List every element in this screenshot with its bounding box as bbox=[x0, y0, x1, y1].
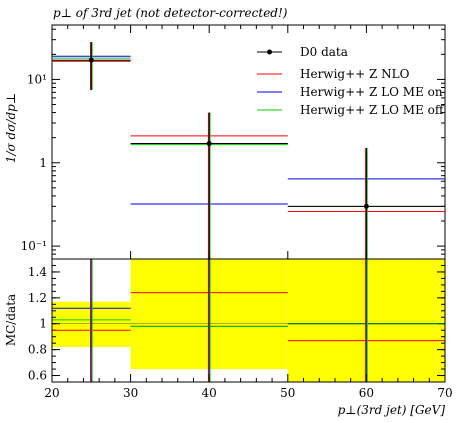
ratio-panel-frame bbox=[51, 258, 446, 383]
x-tick-label: 40 bbox=[202, 386, 217, 400]
main-data-point bbox=[206, 141, 212, 147]
x-axis-ticks: 20 30 40 50 60 70 bbox=[44, 25, 453, 400]
legend-label-herwig-lo-me-on: Herwig++ Z LO ME on bbox=[300, 85, 443, 99]
ratio-data-errors bbox=[90, 259, 368, 382]
x-tick-label: 30 bbox=[123, 386, 138, 400]
ratio-y-tick-label: 0.8 bbox=[28, 343, 47, 357]
main-y-tick-label: 1 bbox=[39, 156, 47, 170]
legend-label-d0-data: D0 data bbox=[300, 45, 348, 59]
main-data-point bbox=[363, 203, 369, 209]
main-y-tick-label: 10¹ bbox=[27, 72, 47, 86]
ratio-y-tick-label: 1 bbox=[39, 317, 47, 331]
x-tick-label: 60 bbox=[359, 386, 374, 400]
legend-entry-herwig-lo-me-on: Herwig++ Z LO ME on bbox=[257, 85, 443, 99]
chart-title: p⊥ of 3rd jet (not detector-corrected!) bbox=[53, 6, 288, 20]
legend-point-d0-data bbox=[267, 49, 272, 55]
x-axis-label: p⊥(3rd jet) [GeV] bbox=[338, 403, 446, 417]
x-tick-label: 50 bbox=[280, 386, 295, 400]
ratio-y-axis-label: MC/data bbox=[4, 294, 18, 346]
main-data-points bbox=[52, 42, 445, 259]
legend-label-herwig-nlo: Herwig++ Z NLO bbox=[300, 67, 410, 81]
legend: D0 data Herwig++ Z NLO Herwig++ Z LO ME … bbox=[257, 45, 445, 117]
ratio-panel: 1.4 1.2 1 0.8 0.6 MC/data bbox=[4, 258, 446, 383]
ratio-y-tick-label: 0.6 bbox=[28, 369, 47, 383]
main-y-tick-label: 10⁻¹ bbox=[21, 239, 47, 253]
ratio-y-tick-label: 1.4 bbox=[28, 265, 47, 279]
main-y-ticks: 10¹ 1 10⁻¹ bbox=[21, 28, 445, 255]
legend-entry-herwig-nlo: Herwig++ Z NLO bbox=[257, 67, 410, 81]
x-tick-label: 70 bbox=[437, 386, 452, 400]
legend-entry-d0-data: D0 data bbox=[257, 45, 348, 59]
ratio-y-tick-label: 1.2 bbox=[28, 291, 47, 305]
main-data-point bbox=[88, 57, 94, 63]
legend-label-herwig-lo-me-off: Herwig++ Z LO ME off bbox=[300, 103, 445, 117]
ratio-uncertainty-band bbox=[52, 259, 445, 382]
legend-entry-herwig-lo-me-off: Herwig++ Z LO ME off bbox=[257, 103, 445, 117]
x-tick-label: 20 bbox=[44, 386, 59, 400]
main-y-axis-label: 1/σ dσ/dp⊥ bbox=[4, 93, 18, 163]
main-panel: 10¹ 1 10⁻¹ 1/σ dσ/dp⊥ bbox=[4, 24, 446, 260]
